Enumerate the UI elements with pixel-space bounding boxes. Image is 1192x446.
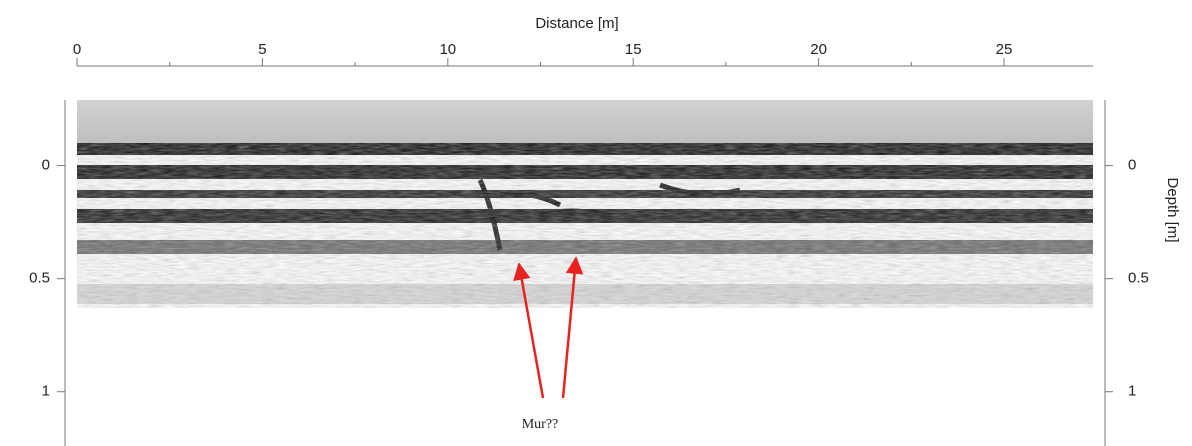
y-tick-label-right: 0.5 [1128, 270, 1149, 287]
y-axis-label: Depth [m] [1164, 177, 1181, 242]
x-tick-label: 0 [73, 41, 81, 58]
arrow [561, 256, 584, 399]
y-tick-label: 0.5 [29, 270, 50, 287]
y-tick-label-right: 0 [1128, 157, 1136, 174]
radargram-image [77, 100, 1093, 308]
y-tick-label-right: 1 [1128, 383, 1136, 400]
annotation: Mur?? [522, 417, 559, 432]
x-tick-label: 15 [625, 41, 642, 58]
arrow [513, 262, 545, 399]
x-axis-label: Distance [m] [535, 15, 618, 32]
y-tick-label: 0 [42, 157, 50, 174]
x-tick-label: 25 [996, 41, 1013, 58]
y-tick-label: 1 [42, 383, 50, 400]
x-tick-label: 20 [810, 41, 827, 58]
x-tick-label: 10 [439, 41, 456, 58]
x-tick-label: 5 [258, 41, 266, 58]
